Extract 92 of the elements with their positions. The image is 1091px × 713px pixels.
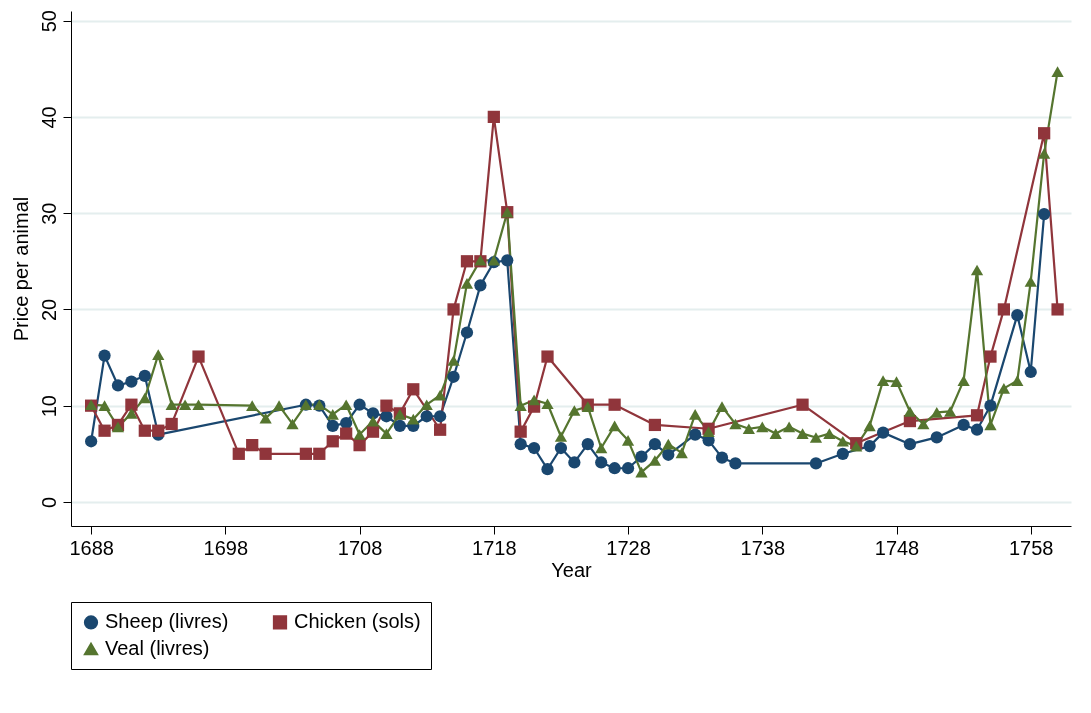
point (514, 425, 527, 438)
point (903, 438, 917, 451)
x-tick-label: 1728 (606, 536, 651, 559)
point (353, 398, 366, 411)
point (514, 438, 527, 451)
point (340, 427, 353, 440)
point (259, 447, 272, 460)
x-tick-label: 1698 (203, 536, 249, 559)
point (138, 369, 151, 382)
legend-label: Chicken (sols) (294, 610, 421, 633)
point (434, 423, 447, 436)
point (635, 450, 648, 463)
y-tick-label: 10 (37, 395, 60, 418)
point (796, 398, 809, 411)
point (648, 438, 662, 451)
point (997, 303, 1011, 316)
point (1024, 365, 1037, 379)
point (541, 463, 554, 476)
point (541, 350, 554, 363)
y-tick-label: 30 (37, 202, 60, 225)
legend-label: Sheep (livres) (105, 610, 229, 633)
point (434, 410, 447, 423)
point (98, 349, 111, 362)
point (487, 110, 500, 124)
point (393, 419, 406, 432)
x-axis-title: Year (551, 558, 593, 581)
point (299, 447, 313, 460)
point (809, 457, 823, 470)
point (447, 370, 460, 383)
point (662, 448, 675, 461)
legend-label: Veal (livres) (105, 637, 210, 659)
point (984, 350, 997, 363)
point (1038, 208, 1051, 221)
point (152, 424, 165, 437)
x-tick-label: 1688 (69, 536, 114, 559)
y-tick-label: 40 (37, 106, 60, 129)
point (313, 447, 326, 460)
point (1038, 127, 1051, 140)
y-tick-label: 0 (37, 496, 60, 508)
y-tick-label: 20 (37, 298, 60, 322)
point (192, 350, 205, 363)
point (595, 456, 608, 469)
point (729, 457, 742, 470)
point (407, 383, 420, 396)
point (608, 398, 621, 411)
point (568, 456, 581, 469)
point (460, 255, 474, 268)
point (246, 439, 259, 452)
point (125, 398, 138, 411)
y-axis-title: Price per animal (9, 196, 32, 342)
point (125, 375, 138, 388)
point (863, 439, 876, 453)
x-tick-label: 1748 (874, 536, 920, 559)
point (366, 407, 380, 420)
point (232, 447, 245, 460)
point (165, 417, 178, 431)
point (715, 451, 729, 464)
x-tick-label: 1708 (337, 536, 383, 559)
point (970, 423, 984, 436)
point (380, 399, 393, 412)
x-tick-label: 1718 (472, 536, 517, 559)
point (326, 419, 339, 432)
point (581, 438, 594, 451)
point (353, 439, 366, 452)
point (460, 326, 474, 339)
point (111, 379, 125, 392)
y-tick-label: 50 (37, 10, 60, 33)
point (527, 441, 541, 455)
point (420, 410, 433, 423)
point (621, 462, 635, 475)
x-tick-label: 1758 (1008, 536, 1054, 559)
point (984, 399, 997, 412)
point (326, 435, 339, 448)
point (554, 441, 568, 455)
point (98, 424, 111, 437)
point (648, 418, 662, 432)
point (876, 426, 890, 439)
point (501, 254, 514, 267)
point (1011, 309, 1024, 322)
point (930, 431, 943, 444)
point (474, 279, 487, 292)
point (970, 409, 984, 422)
point (1051, 303, 1064, 316)
point (447, 303, 460, 316)
point (366, 425, 380, 438)
point (85, 435, 98, 448)
x-tick-label: 1738 (740, 536, 786, 559)
point (957, 418, 970, 432)
point (836, 447, 849, 460)
point (689, 428, 702, 441)
point (138, 424, 151, 437)
point (608, 462, 621, 475)
